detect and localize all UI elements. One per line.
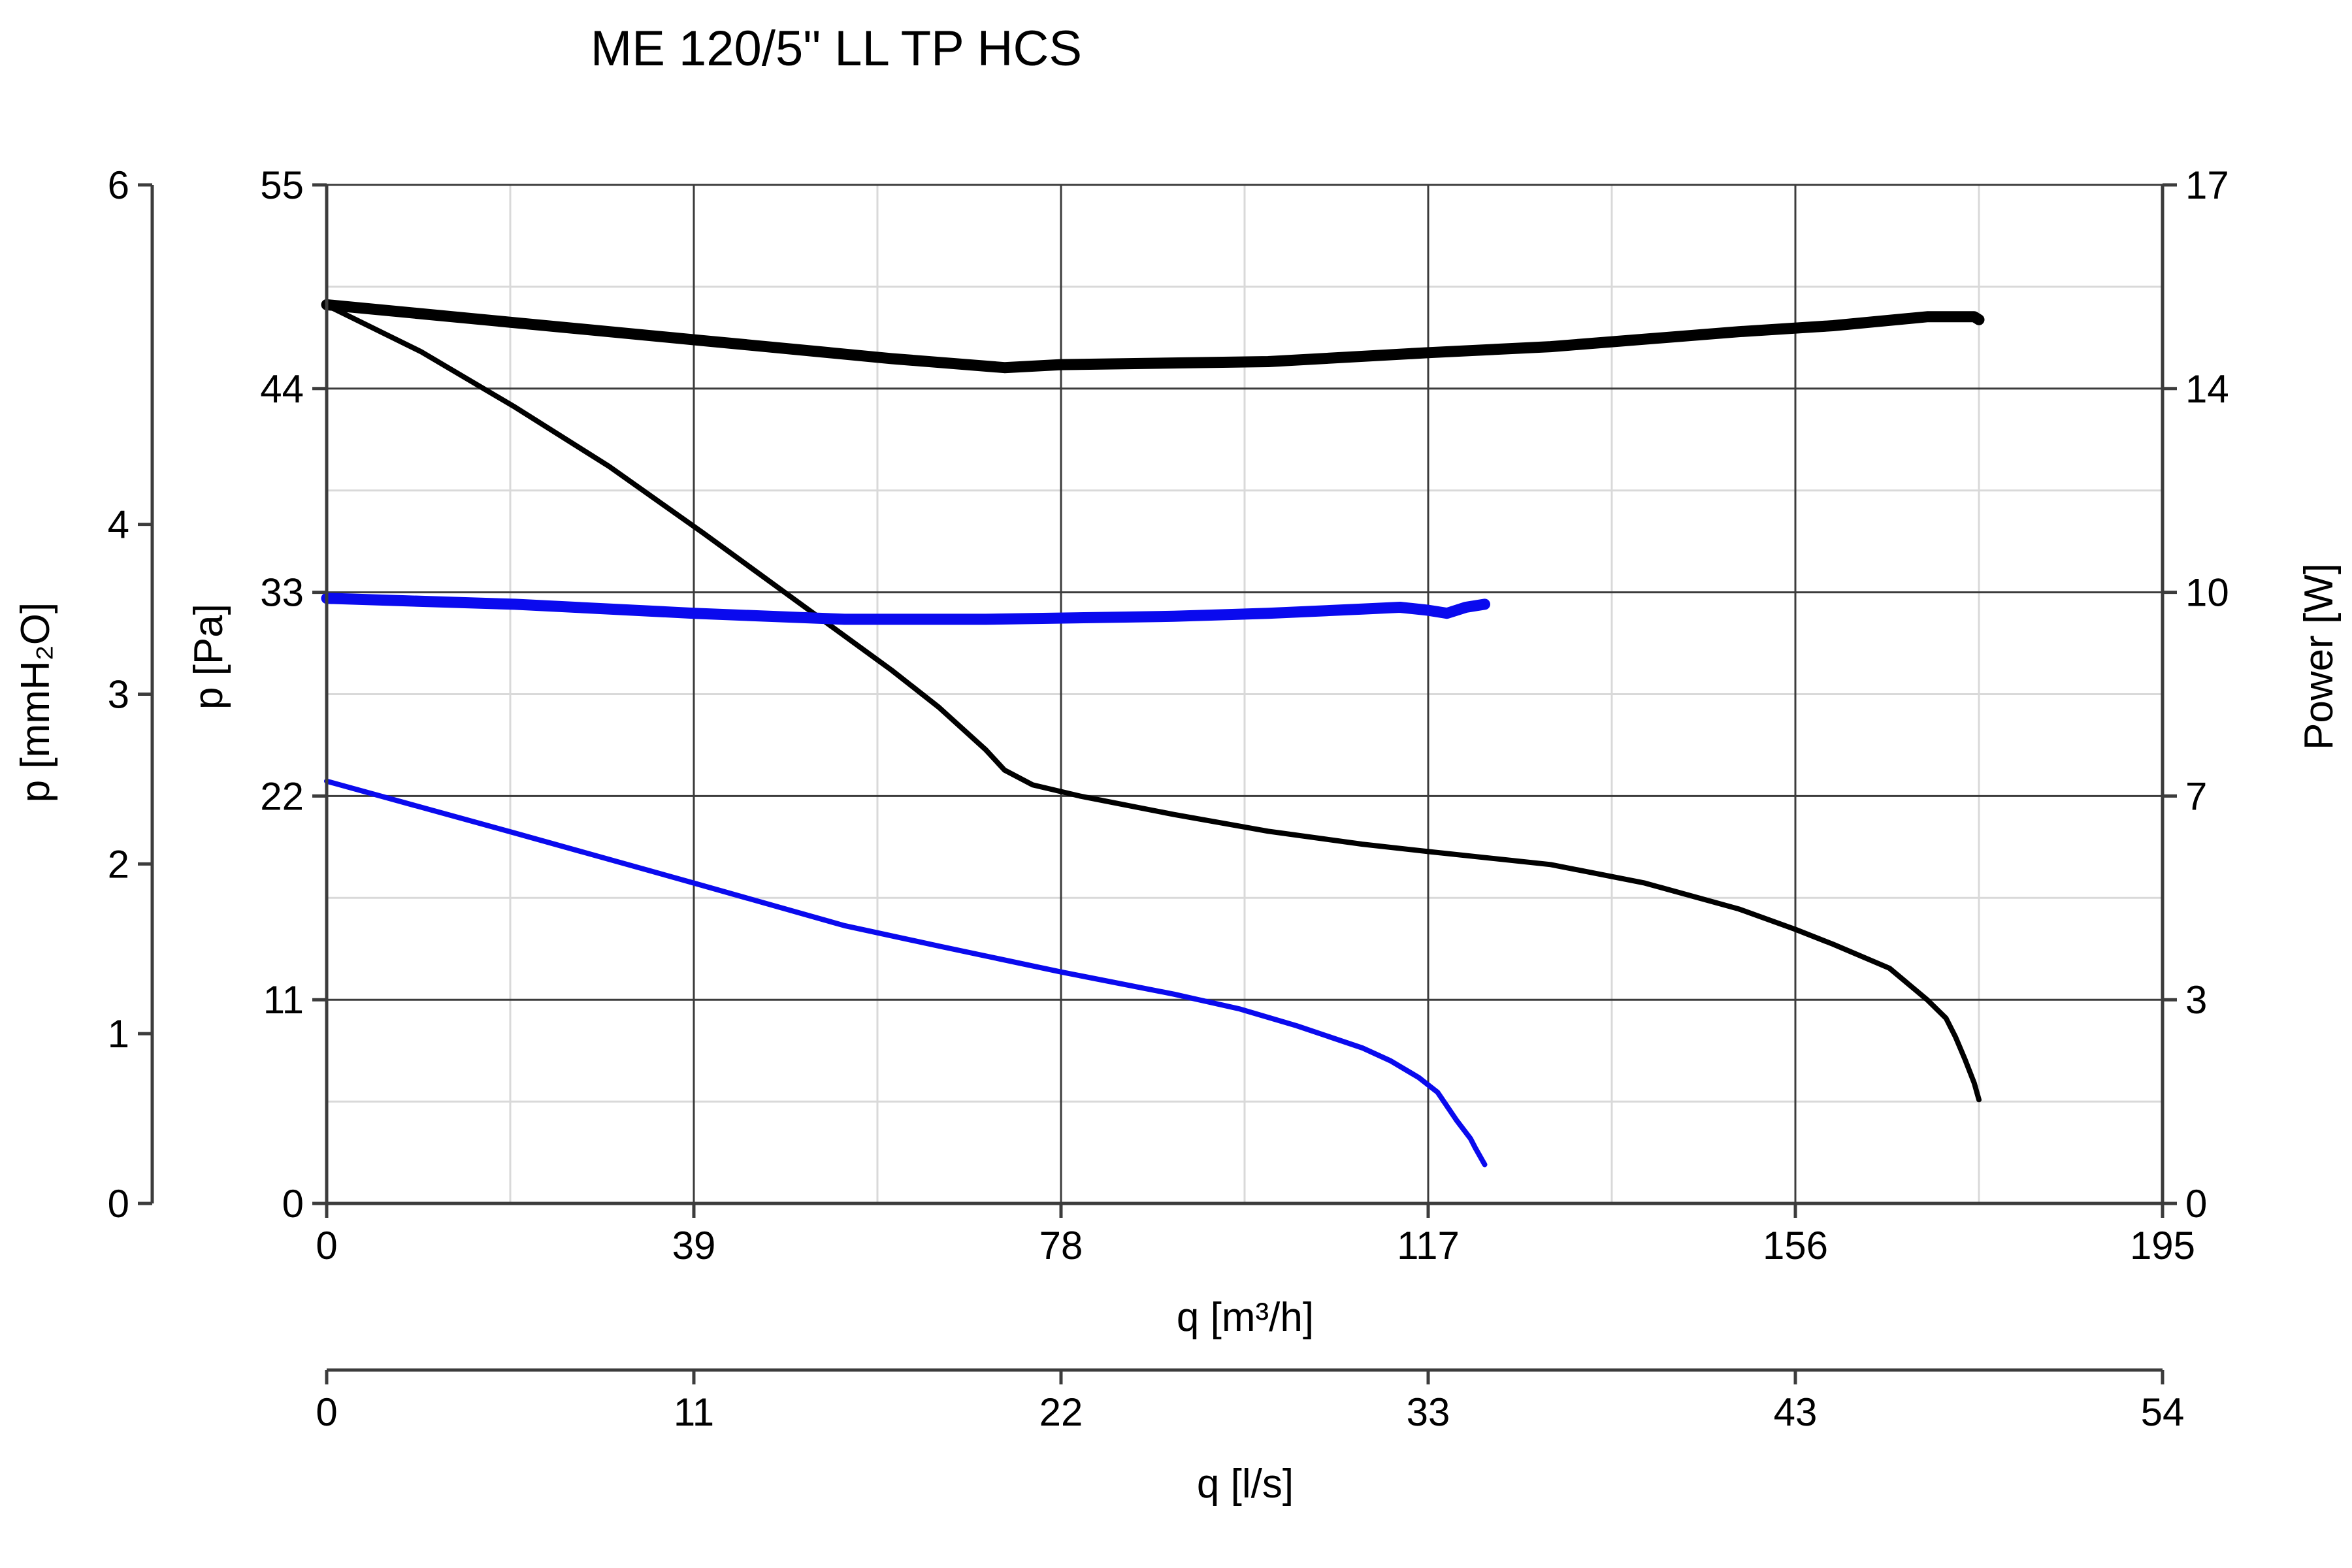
y-tick-label-pa: 33 [260, 571, 304, 615]
y-tick-label-power: 0 [2185, 1182, 2207, 1226]
y-tick-label-pa: 11 [263, 978, 304, 1022]
x-tick-label-m3h: 39 [672, 1224, 716, 1267]
x-tick-label-m3h: 156 [1763, 1224, 1828, 1267]
x-tick-label-ls: 43 [1774, 1390, 1818, 1434]
series-layer [321, 299, 1985, 1168]
x-tick-label-ls: 22 [1039, 1390, 1083, 1434]
major-gridlines [327, 184, 2164, 1203]
y-tick-label-pa: 0 [282, 1182, 304, 1226]
y-tick-label-mmh2o: 6 [108, 163, 129, 207]
x-tick-label-m3h: 117 [1397, 1224, 1460, 1267]
y-tick-label-power: 14 [2185, 367, 2229, 411]
y-tick-label-power: 3 [2185, 978, 2207, 1022]
y-tick-label-pa: 22 [260, 774, 304, 818]
series-line-power-4 [321, 593, 1490, 625]
y-tick-label-mmh2o: 3 [108, 673, 129, 717]
y-axis-label-pa: p [Pa] [186, 604, 231, 710]
series-line-pressure-1 [324, 302, 1982, 1103]
x-tick-label-ls: 0 [316, 1390, 337, 1434]
y-tick-label-power: 10 [2185, 571, 2229, 615]
series-line-power-2 [321, 299, 1985, 374]
x-tick-label-ls: 11 [674, 1390, 714, 1434]
y-axis-label-mmh2o: p [mmH₂O] [13, 602, 58, 803]
y-tick-label-power: 17 [2185, 163, 2229, 207]
minor-gridlines [327, 185, 2163, 1203]
x-tick-label-m3h: 78 [1039, 1224, 1083, 1267]
y-tick-label-power: 7 [2185, 774, 2207, 818]
x-axis-label-ls: q [l/s] [1197, 1462, 1294, 1507]
y-tick-label-pa: 44 [260, 367, 304, 411]
series-line-pressure-3 [324, 778, 1488, 1168]
y-tick-label-mmh2o: 1 [108, 1012, 129, 1056]
y-tick-label-mmh2o: 4 [108, 503, 129, 547]
x-tick-label-ls: 54 [2141, 1390, 2185, 1434]
y-tick-label-mmh2o: 0 [108, 1182, 129, 1226]
x-tick-label-m3h: 195 [2130, 1224, 2195, 1267]
y-tick-label-pa: 55 [260, 163, 304, 207]
x-tick-label-ls: 33 [1407, 1390, 1450, 1434]
y-axis-label-power: Power [W] [2296, 563, 2342, 750]
x-axis-label-m3h: q [m³/h] [1177, 1295, 1314, 1340]
x-tick-label-m3h: 0 [316, 1224, 337, 1267]
y-tick-label-mmh2o: 2 [108, 842, 129, 886]
chart-title: ME 120/5" LL TP HCS [591, 21, 1082, 76]
